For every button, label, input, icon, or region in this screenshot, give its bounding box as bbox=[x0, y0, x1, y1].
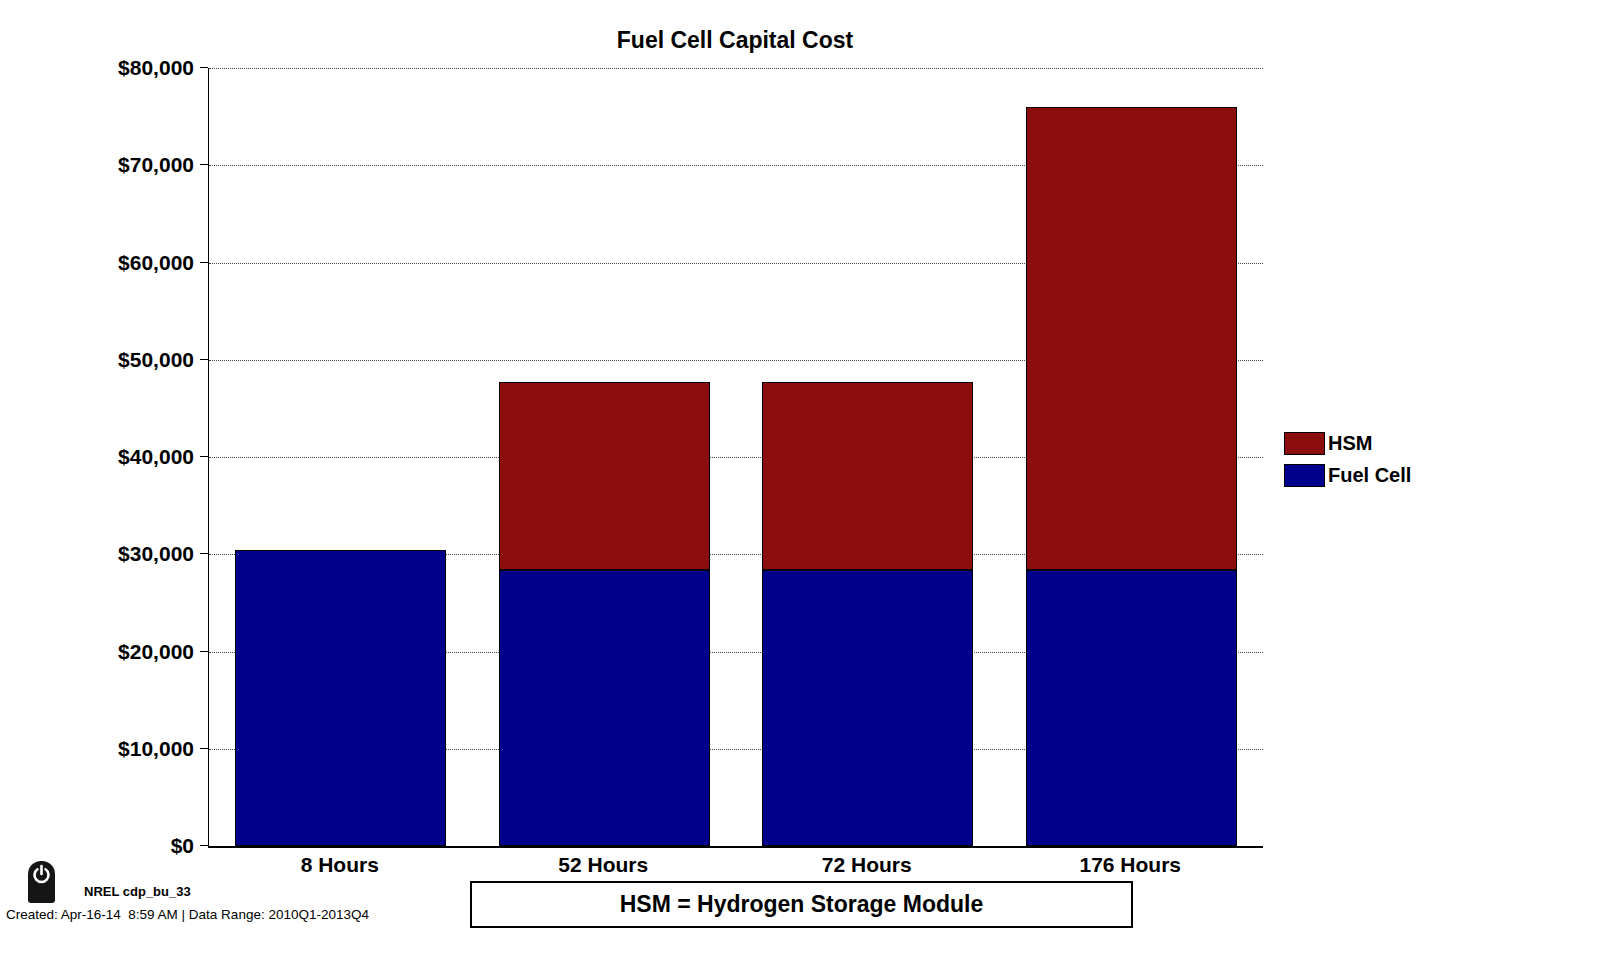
x-axis-label-176-hours: 176 Hours bbox=[999, 852, 1263, 877]
y-axis-label-20000: $20,000 bbox=[0, 639, 194, 665]
bar-fuel-cell-72-hours bbox=[762, 570, 973, 846]
legend-swatch-hsm bbox=[1284, 432, 1325, 455]
y-axis-label-0: $0 bbox=[0, 833, 194, 859]
created-timestamp: Created: Apr-16-14 8:59 AM | Data Range:… bbox=[6, 907, 369, 922]
legend-swatch-fuel-cell bbox=[1284, 464, 1325, 487]
bar-fuel-cell-8-hours bbox=[235, 550, 446, 846]
y-axis-label-70000: $70,000 bbox=[0, 152, 194, 178]
y-axis-label-50000: $50,000 bbox=[0, 347, 194, 373]
footnote-box: HSM = Hydrogen Storage Module bbox=[470, 881, 1133, 928]
y-axis-label-60000: $60,000 bbox=[0, 250, 194, 276]
legend-item-fuel-cell: Fuel Cell bbox=[1284, 463, 1411, 487]
y-axis-tick-10000 bbox=[200, 748, 208, 749]
y-axis-tick-80000 bbox=[200, 67, 208, 68]
legend-label-fuel-cell: Fuel Cell bbox=[1328, 463, 1411, 487]
chart-title: Fuel Cell Capital Cost bbox=[208, 27, 1262, 54]
footnote-text: HSM = Hydrogen Storage Module bbox=[620, 891, 984, 918]
bar-hsm-52-hours bbox=[499, 382, 710, 570]
y-axis-tick-50000 bbox=[200, 359, 208, 360]
bar-fuel-cell-176-hours bbox=[1026, 570, 1237, 846]
y-axis-label-30000: $30,000 bbox=[0, 541, 194, 567]
power-glyph bbox=[28, 861, 55, 903]
y-axis-label-10000: $10,000 bbox=[0, 736, 194, 762]
bar-hsm-176-hours bbox=[1026, 107, 1237, 570]
y-axis-label-40000: $40,000 bbox=[0, 444, 194, 470]
y-axis-tick-60000 bbox=[200, 262, 208, 263]
x-axis-label-8-hours: 8 Hours bbox=[208, 852, 472, 877]
chart-figure: Fuel Cell Capital Cost HSM Fuel Cell HSM… bbox=[0, 0, 1599, 954]
gridline-80000 bbox=[209, 68, 1263, 69]
y-axis-tick-0 bbox=[200, 845, 208, 846]
bar-hsm-72-hours bbox=[762, 382, 973, 570]
y-axis-tick-30000 bbox=[200, 553, 208, 554]
y-axis-tick-40000 bbox=[200, 456, 208, 457]
bar-fuel-cell-52-hours bbox=[499, 570, 710, 846]
x-axis-label-72-hours: 72 Hours bbox=[735, 852, 999, 877]
legend: HSM Fuel Cell bbox=[1284, 431, 1411, 495]
x-axis-label-52-hours: 52 Hours bbox=[472, 852, 736, 877]
y-axis-label-80000: $80,000 bbox=[0, 55, 194, 81]
source-id: NREL cdp_bu_33 bbox=[84, 884, 191, 899]
y-axis-tick-20000 bbox=[200, 651, 208, 652]
plot-area bbox=[208, 68, 1263, 848]
power-icon bbox=[28, 861, 55, 903]
legend-item-hsm: HSM bbox=[1284, 431, 1411, 455]
legend-label-hsm: HSM bbox=[1328, 431, 1372, 455]
y-axis-tick-70000 bbox=[200, 164, 208, 165]
